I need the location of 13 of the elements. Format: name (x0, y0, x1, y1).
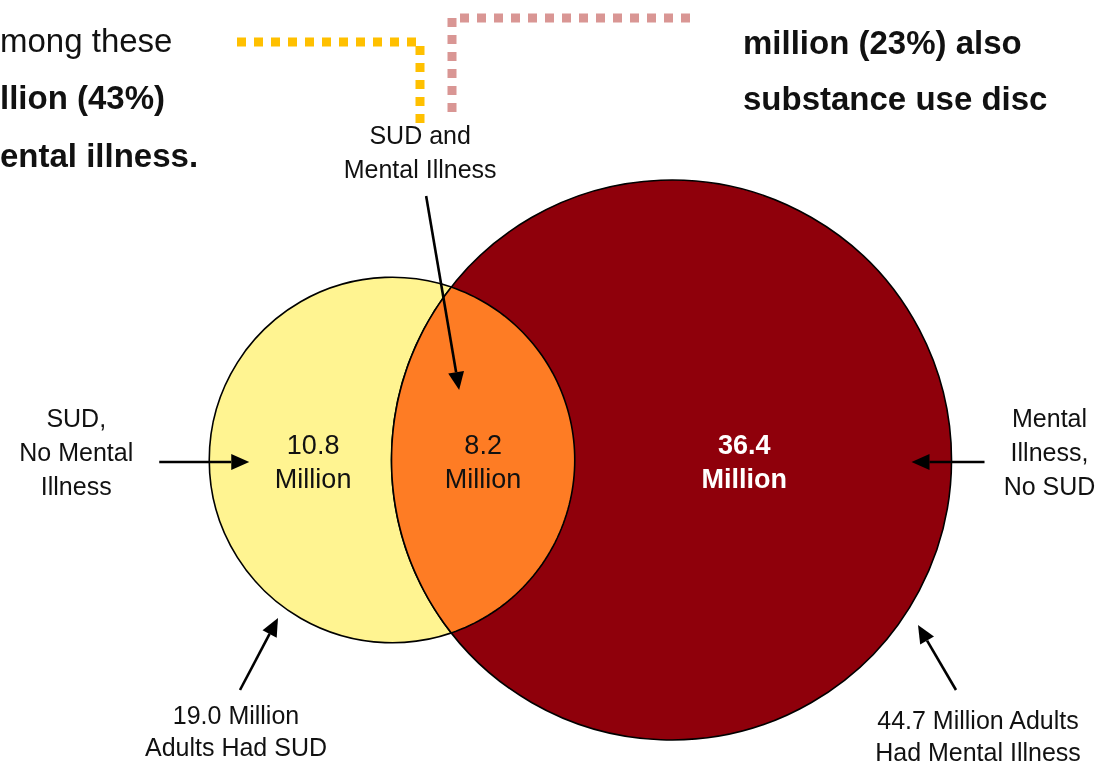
text: mong these (0, 21, 173, 59)
data-label: 10.8 Million (274, 430, 352, 494)
category-label: SUD, No Mental Illness (19, 404, 134, 500)
text: ental illness. (0, 136, 199, 174)
category-label: Mental Illness, No SUD (1003, 404, 1096, 500)
data-label: 8.2 Million (444, 430, 522, 494)
text: substance use disc (743, 79, 1048, 117)
text: million (23%) also (743, 23, 1022, 61)
data-label: 36.4 Million (701, 430, 788, 494)
text: 19.0 Million Adults Had SUD (144, 701, 328, 761)
text: llion (43%) (0, 78, 166, 116)
text: 44.7 Million Adults Had Mental Illness (875, 706, 1081, 766)
category-label: SUD and Mental Illness (343, 121, 497, 183)
